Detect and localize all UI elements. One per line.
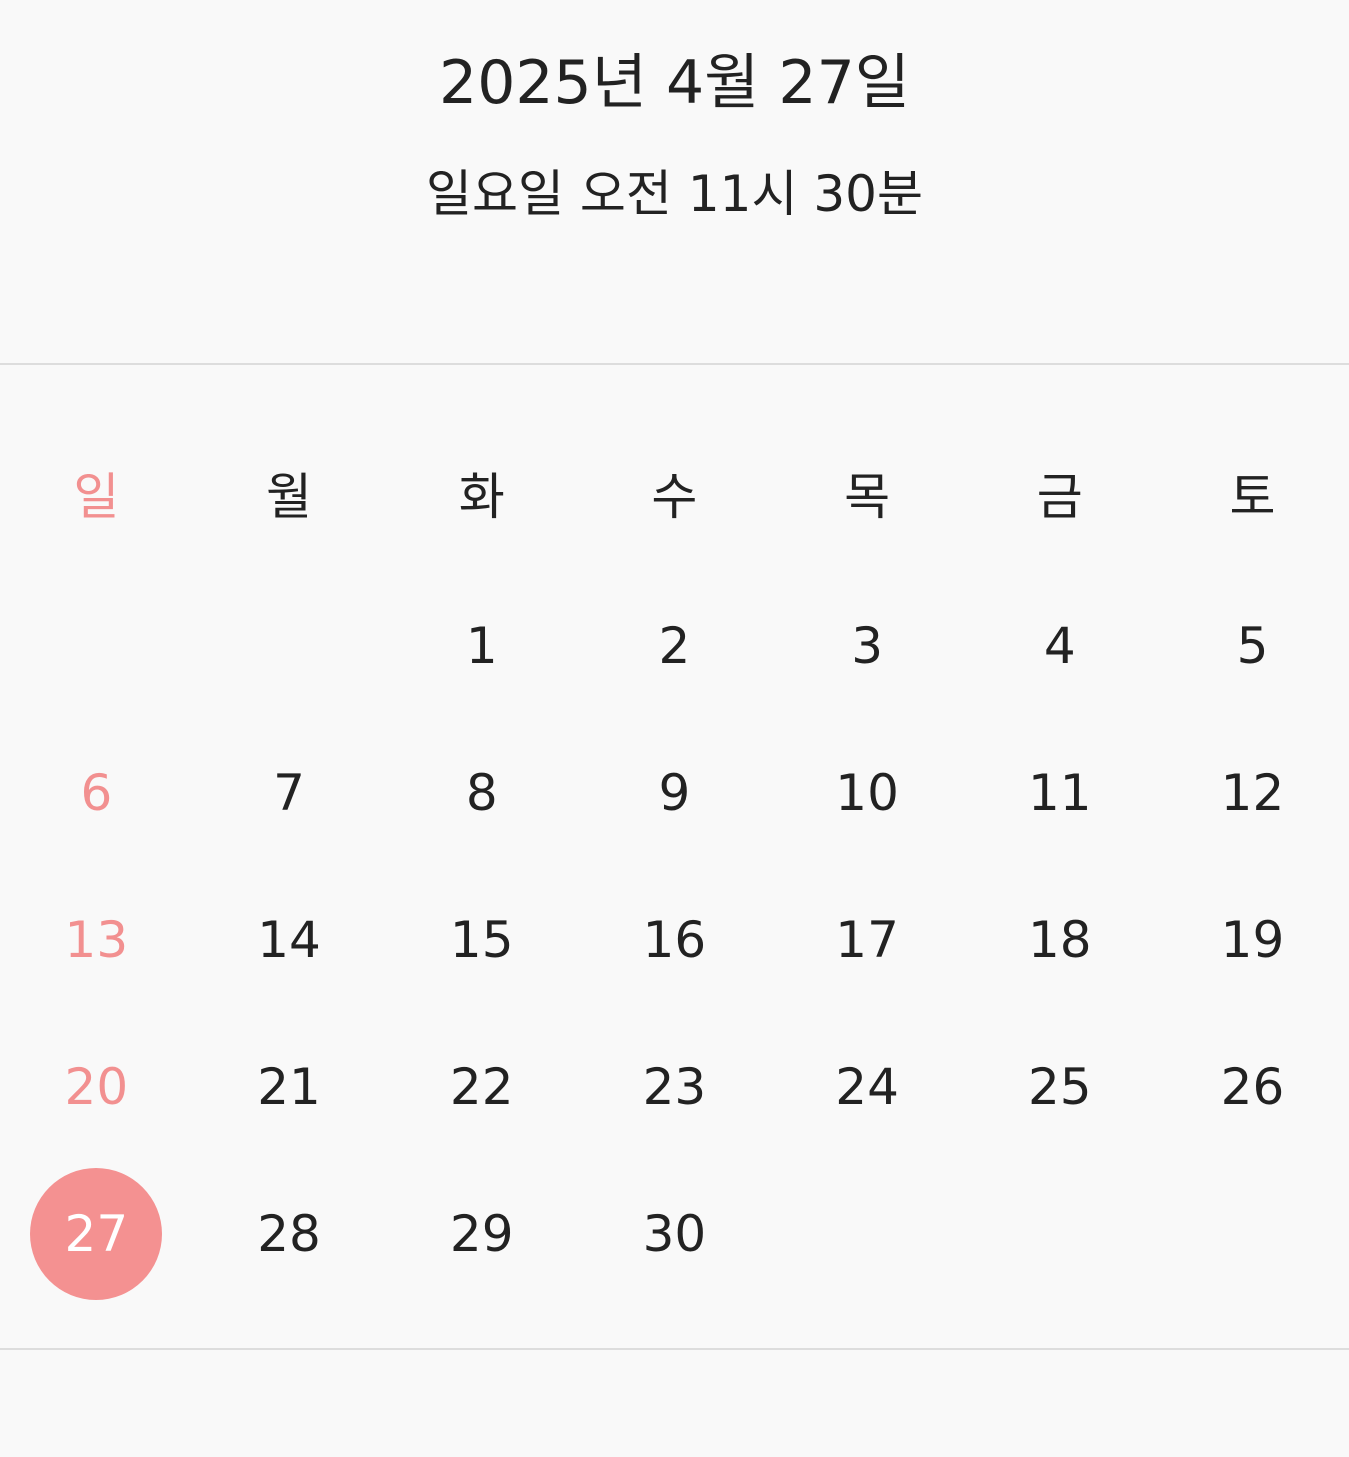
day-number[interactable]: 4 [1043, 616, 1076, 675]
day-number[interactable]: 9 [658, 763, 691, 822]
week-row-1: 1 2 3 4 5 [0, 572, 1349, 719]
day-cell-empty [771, 1160, 964, 1307]
day-cell[interactable]: 21 [193, 1013, 386, 1160]
day-cell[interactable]: 4 [963, 572, 1156, 719]
day-cell[interactable]: 11 [963, 719, 1156, 866]
day-number[interactable]: 1 [465, 616, 498, 675]
day-number[interactable]: 28 [257, 1204, 321, 1263]
day-cell[interactable]: 3 [771, 572, 964, 719]
month-calendar: 일 월 화 수 목 금 토 1 2 3 4 5 6 7 8 9 10 11 12… [0, 422, 1349, 1307]
day-number [30, 580, 162, 712]
day-cell-empty [0, 572, 193, 719]
day-cell[interactable]: 24 [771, 1013, 964, 1160]
day-cell[interactable]: 18 [963, 866, 1156, 1013]
day-number[interactable]: 13 [64, 910, 129, 969]
day-cell[interactable]: 13 [0, 866, 193, 1013]
day-number[interactable]: 21 [257, 1057, 321, 1116]
weekday-wed: 수 [651, 468, 698, 526]
day-number[interactable]: 18 [1027, 910, 1092, 969]
day-cell[interactable]: 19 [1156, 866, 1349, 1013]
day-number[interactable]: 14 [257, 910, 321, 969]
today-day-number[interactable]: 27 [30, 1167, 163, 1300]
day-cell[interactable]: 10 [771, 719, 964, 866]
day-cell[interactable]: 25 [963, 1013, 1156, 1160]
day-cell[interactable]: 26 [1156, 1013, 1349, 1160]
day-number[interactable]: 29 [449, 1204, 514, 1263]
day-number[interactable]: 30 [642, 1204, 707, 1263]
day-number[interactable]: 11 [1027, 763, 1092, 822]
bottom-divider [0, 1348, 1349, 1350]
weekday-sun: 일 [73, 468, 120, 526]
top-divider [0, 363, 1349, 365]
day-cell[interactable]: 23 [578, 1013, 771, 1160]
day-cell-empty [963, 1160, 1156, 1307]
day-cell[interactable]: 7 [193, 719, 386, 866]
weekday-tue: 화 [458, 468, 505, 526]
day-cell[interactable]: 2 [578, 572, 771, 719]
day-cell[interactable]: 16 [578, 866, 771, 1013]
day-number [1186, 1168, 1318, 1300]
day-number[interactable]: 6 [80, 763, 113, 822]
weekday-mon: 월 [266, 468, 313, 526]
day-cell[interactable]: 30 [578, 1160, 771, 1307]
day-number[interactable]: 25 [1027, 1057, 1092, 1116]
day-cell[interactable]: 1 [385, 572, 578, 719]
day-cell-empty [193, 572, 386, 719]
weekday-sat: 토 [1229, 468, 1276, 526]
weekday-fri: 금 [1036, 468, 1083, 526]
day-cell[interactable]: 29 [385, 1160, 578, 1307]
week-row-2: 6 7 8 9 10 11 12 [0, 719, 1349, 866]
current-date: 2025년 4월 27일 [439, 48, 910, 118]
day-cell[interactable]: 17 [771, 866, 964, 1013]
day-number[interactable]: 26 [1220, 1057, 1285, 1116]
day-number[interactable]: 2 [658, 616, 691, 675]
day-cell-today[interactable]: 27 [0, 1160, 193, 1307]
day-number[interactable]: 19 [1220, 910, 1285, 969]
week-row-3: 13 14 15 16 17 18 19 [0, 866, 1349, 1013]
date-time-header: 2025년 4월 27일 일요일 오전 11시 30분 [0, 0, 1349, 364]
day-cell-empty [1156, 1160, 1349, 1307]
day-cell[interactable]: 22 [385, 1013, 578, 1160]
day-number[interactable]: 23 [642, 1057, 707, 1116]
day-number[interactable]: 12 [1220, 763, 1285, 822]
day-number[interactable]: 16 [642, 910, 707, 969]
day-number[interactable]: 3 [851, 616, 883, 675]
day-cell[interactable]: 20 [0, 1013, 193, 1160]
day-number [801, 1168, 933, 1300]
day-cell[interactable]: 28 [193, 1160, 386, 1307]
day-number[interactable]: 10 [835, 763, 899, 822]
day-cell[interactable]: 5 [1156, 572, 1349, 719]
day-number [994, 1168, 1126, 1300]
day-number[interactable]: 15 [449, 910, 514, 969]
day-number[interactable]: 17 [835, 910, 899, 969]
current-time: 일요일 오전 11시 30분 [426, 165, 923, 223]
day-number[interactable]: 5 [1236, 616, 1269, 675]
day-cell[interactable]: 8 [385, 719, 578, 866]
day-cell[interactable]: 15 [385, 866, 578, 1013]
day-number [223, 580, 355, 712]
day-number[interactable]: 7 [273, 763, 305, 822]
day-number[interactable]: 22 [449, 1057, 514, 1116]
day-cell[interactable]: 6 [0, 719, 193, 866]
weekday-header-row: 일 월 화 수 목 금 토 [0, 422, 1349, 572]
week-row-4: 20 21 22 23 24 25 26 [0, 1013, 1349, 1160]
week-row-5: 27 28 29 30 [0, 1160, 1349, 1307]
day-cell[interactable]: 14 [193, 866, 386, 1013]
day-number[interactable]: 8 [465, 763, 498, 822]
day-cell[interactable]: 9 [578, 719, 771, 866]
day-number[interactable]: 24 [835, 1057, 899, 1116]
day-number[interactable]: 20 [64, 1057, 129, 1116]
day-cell[interactable]: 12 [1156, 719, 1349, 866]
weekday-thu: 목 [844, 468, 891, 526]
